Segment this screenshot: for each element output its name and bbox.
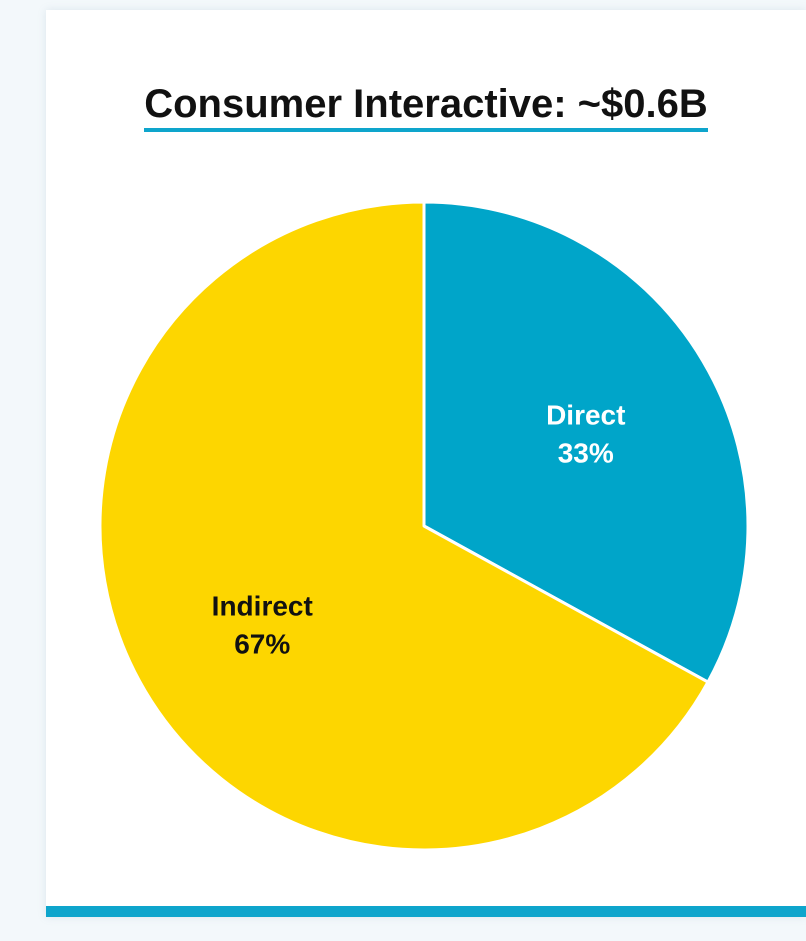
chart-title-container: Consumer Interactive: ~$0.6B: [46, 82, 806, 132]
slice-value-label: 33%: [558, 437, 614, 468]
slice-label-indirect: Indirect 67%: [212, 591, 313, 660]
slice-value-label: 67%: [234, 629, 290, 660]
slice-label-direct: Direct 33%: [546, 399, 625, 468]
chart-card: Consumer Interactive: ~$0.6B Direct 33% In…: [46, 10, 806, 917]
pie-chart: Direct 33% Indirect 67%: [98, 200, 750, 852]
card-accent-bar: [46, 906, 806, 917]
pie-slice-direct: [422, 200, 750, 684]
slice-category-label: Direct: [546, 399, 625, 430]
pie-slices: [98, 200, 750, 852]
pie-slice-indirect: [98, 200, 710, 852]
slice-category-label: Indirect: [212, 591, 313, 622]
pie-labels: Direct 33% Indirect 67%: [212, 399, 626, 659]
chart-title: Consumer Interactive: ~$0.6B: [144, 82, 708, 132]
